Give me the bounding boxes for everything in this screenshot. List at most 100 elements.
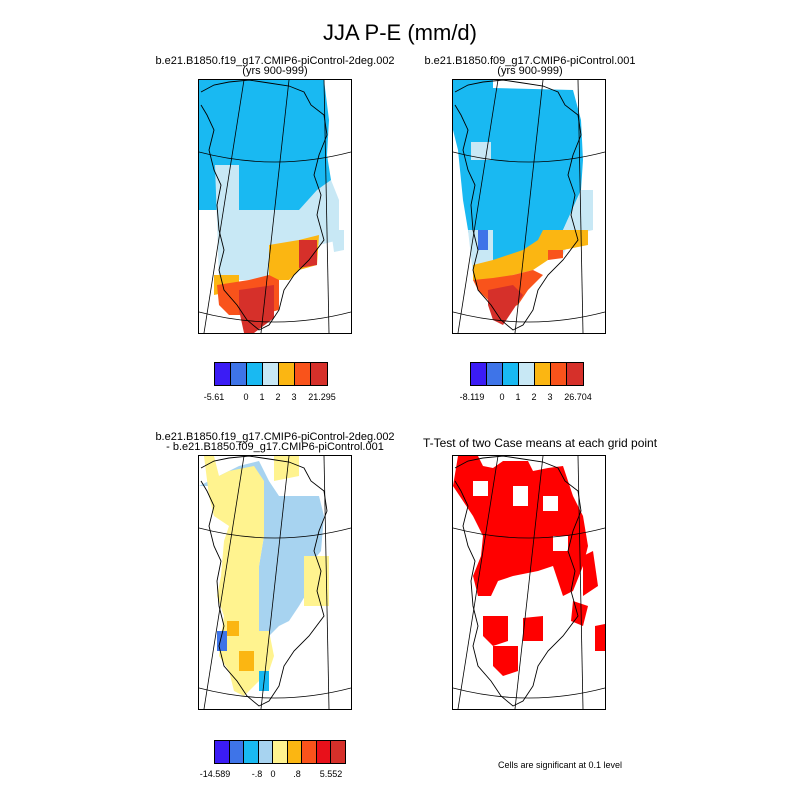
panel-3-coastline [200, 456, 328, 707]
panel-1-colorbar-swatch [247, 363, 263, 385]
panel-1-colorbar-swatch [295, 363, 311, 385]
panel-2-colorbar-swatch [503, 363, 519, 385]
colorbar-tick-label: 21.295 [308, 392, 336, 402]
panel-1-title-line1: b.e21.B1850.f19_g17.CMIP6-piControl-2deg… [155, 55, 395, 67]
colorbar-tick-label: 0 [499, 392, 505, 402]
p2-dark-red [488, 285, 523, 325]
p1-light-blue-south [215, 165, 339, 280]
panel-3-field [199, 456, 329, 696]
panel-4-map [452, 455, 606, 710]
panel-3-colorbar-swatch [287, 741, 302, 763]
panel-3-colorbar-ticks: -14.589 -.8 0 .8 5.552 [0, 769, 800, 781]
colorbar-tick-label: -14.589 [199, 769, 231, 779]
panel-2-colorbar-swatch [535, 363, 551, 385]
colorbar-tick-label: 1 [515, 392, 521, 402]
panel-3-colorbar-swatch [215, 741, 230, 763]
panel-1-colorbar-swatch [263, 363, 279, 385]
panel-2-colorbar-ticks: -8.119 0 1 2 3 26.704 [0, 392, 800, 404]
significant-region-east [583, 551, 598, 596]
panel-2-title-line1: b.e21.B1850.f09_g17.CMIP6-piControl.001 [424, 55, 636, 67]
figure-title: JJA P-E (mm/d) [322, 20, 477, 45]
panel-2-colorbar-swatch [487, 363, 503, 385]
colorbar-tick-label: 0 [270, 769, 276, 779]
panel-3-title-line2: - b.e21.B1850.f09_g17.CMIP6-piControl.00… [166, 441, 384, 453]
panel-3-colorbar-swatch [244, 741, 259, 763]
panel-4-coastline [454, 456, 582, 707]
panel-3-colorbar-swatch [258, 741, 273, 763]
panel-1-title: b.e21.B1850.f19_g17.CMIP6-piControl-2deg… [130, 55, 420, 77]
panel-1-title-line2: (yrs 900-999) [242, 65, 308, 77]
p2-orange [473, 230, 588, 280]
panel-3-title-line1: b.e21.B1850.f19_g17.CMIP6-piControl-2deg… [155, 431, 395, 443]
panel-1-colorbar-ticks: -5.61 0 1 2 3 21.295 [0, 392, 800, 404]
panel-2-colorbar-swatch [551, 363, 567, 385]
panel-2-coastline [454, 80, 582, 331]
panel-3-colorbar-swatch [229, 741, 244, 763]
significance-note: Cells are significant at 0.1 level [497, 760, 623, 770]
panel-2-field [453, 80, 593, 325]
p3-yellow-north [274, 456, 299, 481]
colorbar-tick-label: 0 [243, 392, 249, 402]
panel-2-map-svg [453, 80, 605, 333]
panel-2-map [452, 79, 606, 334]
panel-1-coastline [200, 80, 328, 331]
p2-red-east [548, 250, 563, 260]
panel-2-title-line2: (yrs 900-999) [497, 65, 563, 77]
panel-2-colorbar-swatch [567, 363, 583, 385]
panel-2-title: b.e21.B1850.f09_g17.CMIP6-piControl.001 … [395, 55, 665, 77]
p3-light-blue [199, 461, 324, 636]
colorbar-tick-label: 2 [275, 392, 281, 402]
colorbar-tick-label: 2 [531, 392, 537, 402]
panel-4-title-line1: T-Test of two Case means at each grid po… [422, 436, 658, 450]
panel-1-colorbar [214, 362, 328, 386]
significant-region-south3 [493, 646, 518, 676]
p1-northwest-tip [199, 80, 214, 115]
p3-orange-south [239, 651, 254, 671]
p3-yellow-east [304, 556, 329, 606]
panel-2-colorbar-swatch [471, 363, 487, 385]
panel-1-colorbar-swatch [231, 363, 247, 385]
panel-3-map [198, 455, 352, 710]
colorbar-tick-label: .8 [293, 769, 301, 779]
colorbar-tick-label: 3 [547, 392, 553, 402]
colorbar-tick-label: -5.61 [203, 392, 225, 402]
colorbar-tick-label: -.8 [251, 769, 263, 779]
panel-1-colorbar-swatch [215, 363, 231, 385]
p1-blue-band [239, 165, 299, 210]
panel-3-colorbar [214, 740, 346, 764]
panel-1-colorbar-swatch [279, 363, 295, 385]
colorbar-tick-label: 1 [259, 392, 265, 402]
significant-region [453, 456, 588, 596]
panel-3-colorbar-swatch [273, 741, 288, 763]
p1-light-blue-east [331, 230, 344, 252]
p3-blue-west [217, 631, 227, 651]
colorbar-tick-label: -8.119 [459, 392, 485, 402]
panel-3-colorbar-swatch [302, 741, 317, 763]
panel-1-map-svg [199, 80, 351, 333]
colorbar-tick-label: 5.552 [319, 769, 343, 779]
p2-blue-ice [453, 80, 583, 260]
panel-1-map [198, 79, 352, 334]
significant-region-south2 [523, 616, 543, 641]
panel-1-colorbar-swatch [311, 363, 327, 385]
panel-1-field [199, 80, 344, 333]
p1-dark-red-south [239, 285, 274, 333]
panel-4-map-svg [453, 456, 605, 709]
colorbar-tick-label: 3 [291, 392, 297, 402]
p3-orange-west [227, 621, 239, 636]
panel-3-colorbar-swatch [331, 741, 345, 763]
panel-3-colorbar-swatch [316, 741, 331, 763]
colorbar-tick-label: 26.704 [564, 392, 592, 402]
p2-light-blue-east [563, 190, 593, 235]
panel-2-colorbar-swatch [519, 363, 535, 385]
panel-3-title: b.e21.B1850.f19_g17.CMIP6-piControl-2deg… [130, 431, 420, 453]
significant-region-south [483, 616, 508, 646]
p1-dark-red [299, 240, 317, 268]
p2-blue-west [478, 230, 488, 250]
panel-2-graticule [453, 80, 605, 333]
panel-3-map-svg [199, 456, 351, 709]
significant-region-farsouth [595, 624, 605, 651]
panel-4-graticule [453, 456, 605, 709]
panel-4-gaps [473, 481, 568, 551]
panel-2-colorbar [470, 362, 584, 386]
